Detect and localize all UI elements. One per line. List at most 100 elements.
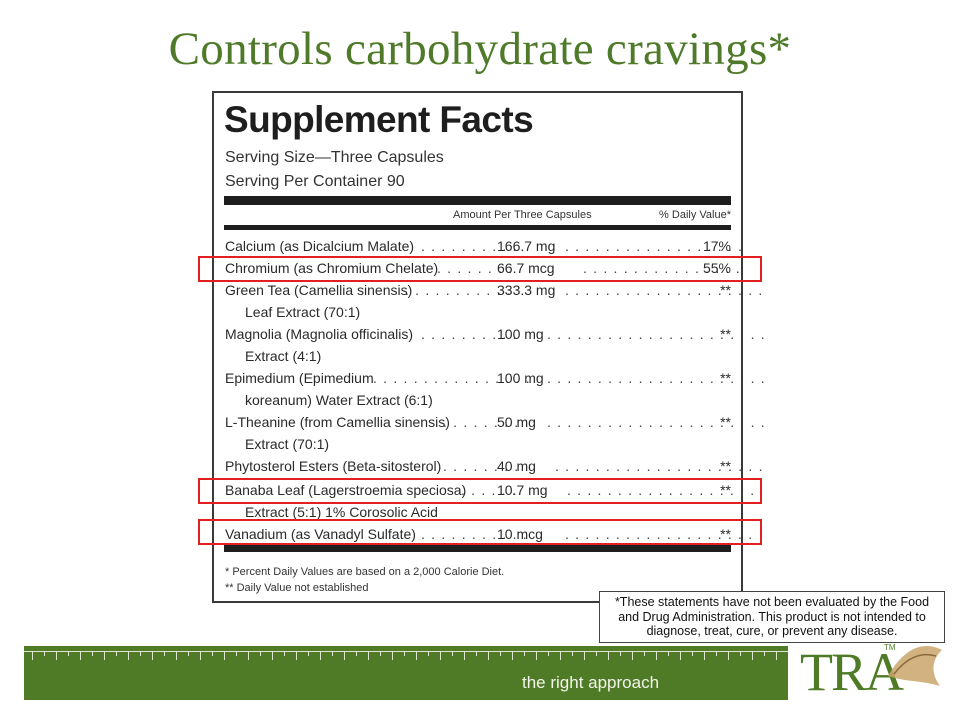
leader-dots: . . . . . . . . . . . . . . . . . . . . <box>565 282 764 298</box>
footnote-not-established: ** Daily Value not established <box>225 582 369 594</box>
serving-size: Serving Size—Three Capsules <box>225 149 444 166</box>
ruler-tick <box>392 651 393 660</box>
leader-dots: . . . . . . . . . . <box>421 238 518 254</box>
ruler-tick <box>620 651 621 656</box>
nutrient-name: Vanadium (as Vanadyl Sulfate) <box>225 526 416 542</box>
column-header-amount: Amount Per Three Capsules <box>453 209 592 221</box>
leader-dots: . . . . . . . . <box>443 458 520 474</box>
nutrient-amount: 50 mg <box>497 414 536 430</box>
ruler-tick <box>656 651 657 660</box>
tagline: the right approach <box>522 673 660 692</box>
ruler-tick <box>404 651 405 656</box>
nutrient-detail: Extract (4:1) <box>245 348 322 364</box>
ruler-tick <box>344 651 345 660</box>
ruler-tick <box>212 651 213 656</box>
nutrient-row-continued: Extract (5:1) 1% Corosolic Acid <box>225 501 731 523</box>
leader-dots: . . . . . . . . . . . . . . . . <box>583 260 741 276</box>
nutrient-name: Calcium (as Dicalcium Malate) <box>225 238 415 254</box>
ruler-tick <box>632 651 633 660</box>
ruler-tick <box>248 651 249 660</box>
nutrient-row: Chromium (as Chromium Chelate) . . . . .… <box>225 257 740 279</box>
nutrient-row: Green Tea (Camellia sinensis) . . . . . … <box>225 279 762 301</box>
ruler-tick <box>272 651 273 660</box>
nutrient-row: Banaba Leaf (Lagerstroemia speciosa) . .… <box>225 479 754 501</box>
ruler-tick <box>572 651 573 656</box>
nutrient-daily-value: ** <box>720 370 731 386</box>
nutrient-daily-value: ** <box>720 414 731 430</box>
tra-logo-text: TRA <box>800 642 904 702</box>
ruler-tick <box>776 651 777 660</box>
ruler-tick <box>164 651 165 656</box>
divider-bottom <box>224 545 731 552</box>
ruler-tick <box>644 651 645 656</box>
footer-band: the right approach <box>24 646 788 700</box>
slide-title: Controls carbohydrate cravings* <box>168 23 792 75</box>
nutrient-amount: 166.7 mg <box>497 238 556 254</box>
nutrient-amount: 333.3 mg <box>497 282 556 298</box>
nutrient-daily-value: ** <box>720 482 731 498</box>
nutrient-row-continued: Extract (70:1) <box>225 433 731 455</box>
ruler-tick <box>524 651 525 656</box>
ruler-tick <box>176 651 177 660</box>
ruler-tick <box>236 651 237 656</box>
ruler-tick <box>716 651 717 656</box>
ruler-tick <box>32 651 33 660</box>
ruler-tick <box>380 651 381 656</box>
ruler-tick <box>560 651 561 660</box>
facts-heading: Supplement Facts <box>224 99 534 140</box>
ruler-tick <box>428 651 429 656</box>
ruler-tick <box>332 651 333 656</box>
ruler-tick <box>80 651 81 660</box>
servings-per-container: Serving Per Container 90 <box>225 173 405 190</box>
nutrient-name: Epimedium (Epimedium <box>225 370 374 386</box>
leader-dots: . . . . . . . . . . . . . . . . <box>373 370 531 386</box>
ruler-line <box>24 651 788 652</box>
ruler-tick <box>296 651 297 660</box>
ruler-tick <box>56 651 57 660</box>
ruler-tick <box>704 651 705 660</box>
ruler-tick <box>260 651 261 656</box>
highlight-box-banaba <box>198 478 762 504</box>
ruler-tick <box>320 651 321 660</box>
highlight-box-vanadium <box>198 519 762 545</box>
ruler-tick <box>152 651 153 660</box>
nutrient-name: Green Tea (Camellia sinensis) <box>225 282 413 298</box>
column-header-daily-value: % Daily Value* <box>659 209 731 221</box>
leader-dots: . . . . . . <box>461 482 517 498</box>
nutrient-name: Banaba Leaf (Lagerstroemia speciosa) <box>225 482 467 498</box>
ruler-tick <box>584 651 585 660</box>
ruler-tick <box>188 651 189 656</box>
trademark-label: TM <box>884 643 896 652</box>
fda-disclaimer: *These statements have not been evaluate… <box>599 591 945 643</box>
ruler-tick <box>200 651 201 660</box>
ruler-tick <box>284 651 285 656</box>
nutrient-row-continued: Leaf Extract (70:1) <box>225 301 731 323</box>
nutrient-row-continued: Extract (4:1) <box>225 345 731 367</box>
leader-dots: . . . . . . . . . . . . . . . . . . . . … <box>555 458 764 474</box>
nutrient-detail: Leaf Extract (70:1) <box>245 304 361 320</box>
nutrient-row: Phytosterol Esters (Beta-sitosterol) . .… <box>225 455 762 477</box>
ruler-tick <box>692 651 693 656</box>
ruler-tick <box>416 651 417 660</box>
ruler-tick <box>476 651 477 656</box>
nutrient-amount: 10 mcg <box>497 526 543 542</box>
ruler-tick <box>140 651 141 656</box>
leader-dots: . . . . . . . . . . <box>421 326 518 342</box>
ruler-tick <box>452 651 453 656</box>
nutrient-row: Calcium (as Dicalcium Malate) . . . . . … <box>225 235 742 257</box>
ruler-tick <box>308 651 309 656</box>
leader-dots: . . . . . . . . . . . . . . . . . . . . … <box>547 370 766 386</box>
ruler-tick <box>488 651 489 660</box>
ruler-tick <box>44 651 45 656</box>
tra-logo-swoosh-icon: TM <box>884 643 942 686</box>
leader-dots: . . . . . . . . . . . . . . . . . . . <box>565 526 754 542</box>
nutrient-row: L-Theanine (from Camellia sinensis) . . … <box>225 411 765 433</box>
nutrient-name: L-Theanine (from Camellia sinensis) <box>225 414 450 430</box>
leader-dots: . . . . . . . . <box>437 260 514 276</box>
nutrient-daily-value: ** <box>720 326 731 342</box>
ruler-tick <box>512 651 513 660</box>
ruler-tick <box>536 651 537 660</box>
nutrient-daily-value: 55% <box>702 260 731 276</box>
leader-dots: . . . . . . . . . . . . . . . . . . . . … <box>547 414 766 430</box>
nutrient-amount: 100 mg <box>497 370 544 386</box>
